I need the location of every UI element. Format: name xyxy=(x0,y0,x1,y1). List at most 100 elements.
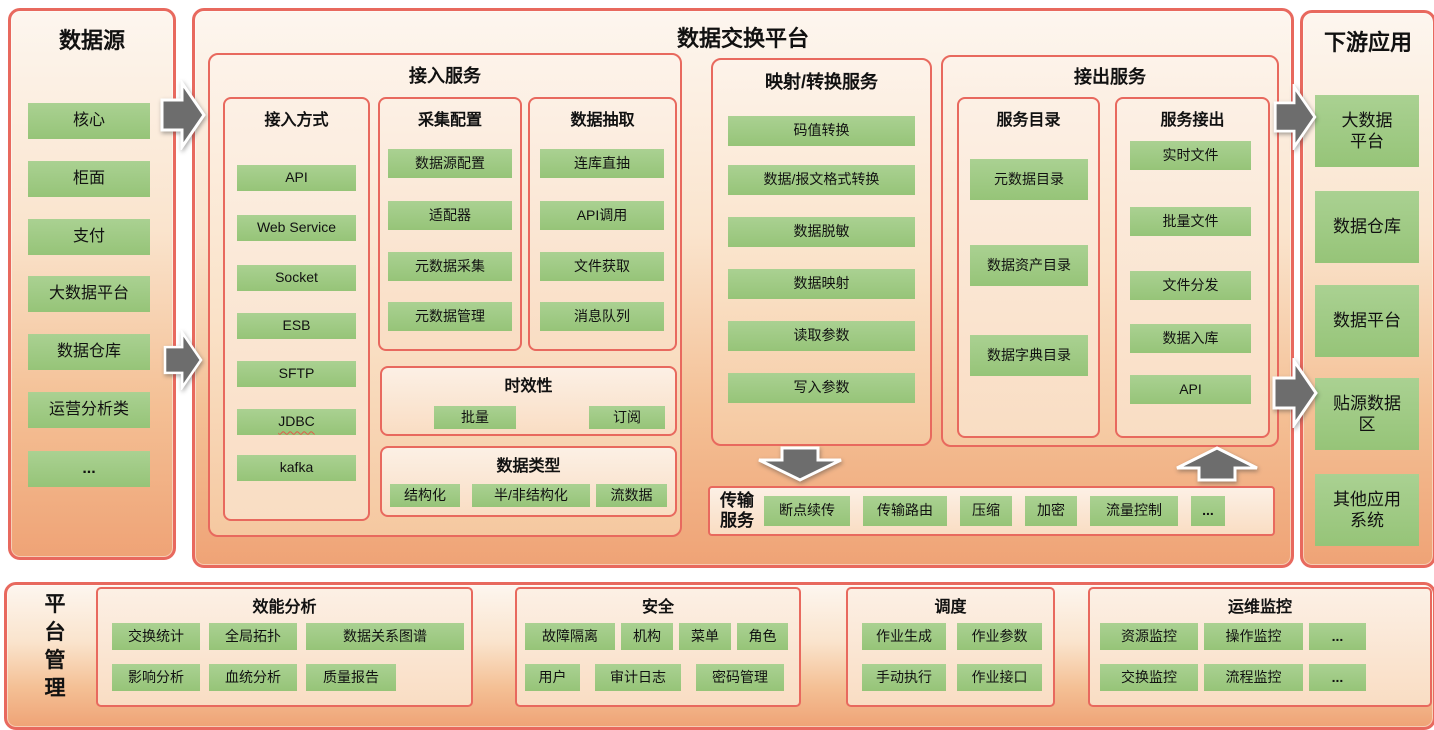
flow-arrow-right-icon xyxy=(160,80,206,150)
node-data-mapping: 数据映射 xyxy=(728,269,915,299)
collect-config-box: 采集配置 数据源配置 适配器 元数据采集 元数据管理 xyxy=(378,97,522,351)
node-password-manage: 密码管理 xyxy=(696,664,784,691)
transfer-service-box: 传输 服务 断点续传 传输路由 压缩 加密 流量控制 ... xyxy=(708,486,1275,536)
flow-arrow-down-icon xyxy=(758,446,842,482)
data-types-box: 数据类型 结构化 半/非结构化 流数据 xyxy=(380,446,677,517)
node-file-fetch: 文件获取 xyxy=(540,252,664,281)
management-title: 平 台 管 理 xyxy=(44,593,66,700)
ops-row-1: 资源监控 操作监控 ... xyxy=(1100,623,1366,650)
node-subscribe: 订阅 xyxy=(589,406,665,429)
node-resume-transfer: 断点续传 xyxy=(764,496,850,526)
datasource-title: 数据源 xyxy=(58,28,125,53)
node-user: 用户 xyxy=(525,664,580,691)
security-title: 安全 xyxy=(641,599,674,616)
service-outbound-box: 服务接出 实时文件 批量文件 文件分发 数据入库 API xyxy=(1115,97,1270,438)
flow-arrow-right-icon xyxy=(1272,358,1318,428)
node-lineage-analysis: 血统分析 xyxy=(209,664,297,691)
platform-title: 数据交换平台 xyxy=(676,26,809,51)
node-semi-unstructured: 半/非结构化 xyxy=(472,484,590,507)
node-metadata-collect: 元数据采集 xyxy=(388,252,512,281)
node-batch-file: 批量文件 xyxy=(1130,207,1251,236)
transfer-items-row: 断点续传 传输路由 压缩 加密 流量控制 ... xyxy=(764,496,1225,526)
data-types-title: 数据类型 xyxy=(496,458,561,475)
flow-arrow-right-icon xyxy=(163,330,203,390)
collect-config-title: 采集配置 xyxy=(417,112,482,129)
scheduling-row-2: 手动执行 作业接口 xyxy=(862,664,1042,691)
node-exchange-stats: 交换统计 xyxy=(112,623,200,650)
node-bigdata-platform-src: 大数据平台 xyxy=(28,276,150,312)
platform-panel: 数据交换平台 接入服务 接入方式 API Web Service Socket … xyxy=(192,8,1294,568)
downstream-panel: 下游应用 大数据 平台 数据仓库 数据平台 贴源数据 区 其他应用 系统 xyxy=(1300,10,1434,568)
node-message-queue: 消息队列 xyxy=(540,302,664,331)
jdbc-label: JDBC xyxy=(278,413,315,430)
node-data-dict-catalog: 数据字典目录 xyxy=(970,335,1088,376)
performance-analysis-box: 效能分析 交换统计 全局拓扑 数据关系图谱 影响分析 血统分析 质量报告 xyxy=(96,587,473,707)
datasource-panel: 数据源 核心 柜面 支付 大数据平台 数据仓库 运营分析类 ... xyxy=(8,8,176,560)
ops-monitoring-title: 运维监控 xyxy=(1227,599,1292,616)
node-stream-data: 流数据 xyxy=(596,484,667,507)
node-read-params: 读取参数 xyxy=(728,321,915,351)
node-code-value-convert: 码值转换 xyxy=(728,116,915,146)
performance-analysis-title: 效能分析 xyxy=(252,599,317,616)
node-realtime-file: 实时文件 xyxy=(1130,141,1251,170)
node-format-convert: 数据/报文格式转换 xyxy=(728,165,915,195)
node-ops-more-2: ... xyxy=(1309,664,1366,691)
node-role: 角色 xyxy=(737,623,788,650)
node-jdbc: JDBC xyxy=(237,409,356,435)
scheduling-row-1: 作业生成 作业参数 xyxy=(862,623,1042,650)
node-kafka: kafka xyxy=(237,455,356,481)
flow-arrow-right-icon xyxy=(1273,84,1317,150)
access-service-box: 接入服务 接入方式 API Web Service Socket ESB SFT… xyxy=(208,53,682,537)
node-counter: 柜面 xyxy=(28,161,150,197)
node-encrypt: 加密 xyxy=(1025,496,1077,526)
security-box: 安全 故障隔离 机构 菜单 角色 用户 审计日志 密码管理 xyxy=(515,587,801,707)
mapping-service-title: 映射/转换服务 xyxy=(764,72,878,92)
node-process-monitor: 流程监控 xyxy=(1204,664,1303,691)
access-methods-box: 接入方式 API Web Service Socket ESB SFTP JDB… xyxy=(223,97,370,521)
service-catalog-title: 服务目录 xyxy=(996,112,1061,129)
node-more-sources: ... xyxy=(28,451,150,487)
node-compress: 压缩 xyxy=(960,496,1012,526)
node-other-app-systems: 其他应用 系统 xyxy=(1315,474,1419,546)
node-transfer-more: ... xyxy=(1191,496,1225,526)
mapping-service-box: 映射/转换服务 码值转换 数据/报文格式转换 数据脱敏 数据映射 读取参数 写入… xyxy=(711,58,932,446)
node-file-distribute: 文件分发 xyxy=(1130,271,1251,300)
performance-row-1: 交换统计 全局拓扑 数据关系图谱 xyxy=(112,623,464,650)
node-fault-isolation: 故障隔离 xyxy=(525,623,615,650)
timeliness-title: 时效性 xyxy=(504,378,553,395)
data-extract-title: 数据抽取 xyxy=(570,112,635,129)
security-row-2: 用户 审计日志 密码管理 xyxy=(525,664,784,691)
node-operation-monitor: 操作监控 xyxy=(1204,623,1303,650)
node-menu: 菜单 xyxy=(679,623,731,650)
service-catalog-box: 服务目录 元数据目录 数据资产目录 数据字典目录 xyxy=(957,97,1100,438)
access-methods-title: 接入方式 xyxy=(264,112,329,129)
node-quality-report: 质量报告 xyxy=(306,664,396,691)
node-data-relation-graph: 数据关系图谱 xyxy=(306,623,464,650)
node-structured: 结构化 xyxy=(390,484,460,507)
node-data-asset-catalog: 数据资产目录 xyxy=(970,245,1088,286)
node-socket: Socket xyxy=(237,265,356,291)
node-ops-analytics: 运营分析类 xyxy=(28,392,150,428)
scheduling-box: 调度 作业生成 作业参数 手动执行 作业接口 xyxy=(846,587,1055,707)
node-db-direct-extract: 连库直抽 xyxy=(540,149,664,178)
node-job-interface: 作业接口 xyxy=(957,664,1042,691)
node-api: API xyxy=(237,165,356,191)
downstream-title: 下游应用 xyxy=(1323,30,1412,55)
node-datasource-config: 数据源配置 xyxy=(388,149,512,178)
node-api-out: API xyxy=(1130,375,1251,404)
node-metadata-catalog: 元数据目录 xyxy=(970,159,1088,200)
node-data-masking: 数据脱敏 xyxy=(728,217,915,247)
node-data-load: 数据入库 xyxy=(1130,324,1251,353)
outbound-service-box: 接出服务 服务目录 元数据目录 数据资产目录 数据字典目录 服务接出 实时文件 … xyxy=(941,55,1279,447)
node-data-warehouse-dst: 数据仓库 xyxy=(1315,191,1419,263)
node-data-warehouse-src: 数据仓库 xyxy=(28,334,150,370)
node-ops-more-1: ... xyxy=(1309,623,1366,650)
node-job-generate: 作业生成 xyxy=(862,623,946,650)
service-outbound-title: 服务接出 xyxy=(1160,112,1225,129)
node-manual-execute: 手动执行 xyxy=(862,664,946,691)
node-organization: 机构 xyxy=(621,623,673,650)
ops-monitoring-box: 运维监控 资源监控 操作监控 ... 交换监控 流程监控 ... xyxy=(1088,587,1432,707)
transfer-service-title: 传输 服务 xyxy=(720,491,754,530)
node-api-call: API调用 xyxy=(540,201,664,230)
scheduling-title: 调度 xyxy=(934,599,967,616)
